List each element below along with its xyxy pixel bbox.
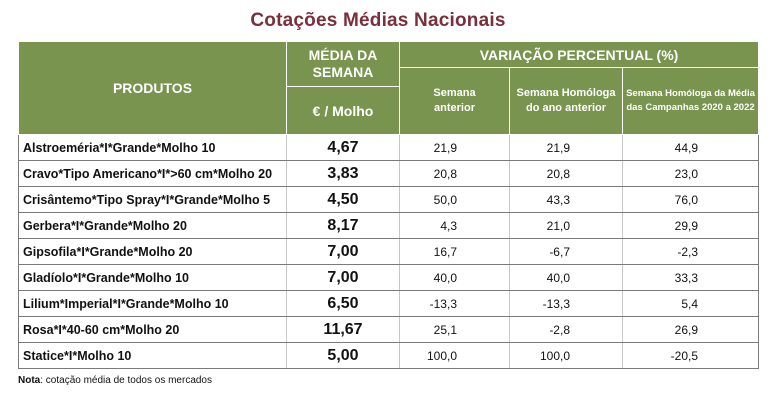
header-produtos: PRODUTOS [18,41,287,135]
price-cell: 7,00 [286,264,400,291]
var-homologa-media-cell: 33,3 [621,264,760,291]
var-semana-anterior-cell: 21,9 [399,134,510,161]
product-cell: Gladíolo*I*Grande*Molho 10 [18,264,287,291]
var-homologa-cell: 40,0 [509,264,623,291]
var-homologa-media-cell: 29,9 [621,212,760,239]
price-cell: 3,83 [286,160,400,187]
product-cell: Alstroeméria*I*Grande*Molho 10 [18,134,287,161]
var-semana-anterior-cell: 20,8 [399,160,510,187]
header-unit: € / Molho [286,86,400,135]
var-homologa-media-cell: 23,0 [621,160,760,187]
var-homologa-cell: 100,0 [509,342,623,369]
product-cell: Rosa*I*40-60 cm*Molho 20 [18,316,287,343]
price-cell: 4,50 [286,186,400,213]
var-homologa-media-cell: 5,4 [621,290,760,317]
var-semana-anterior-cell: -13,3 [399,290,510,317]
var-homologa-media-cell: 26,9 [621,316,760,343]
var-homologa-cell: 21,9 [509,134,623,161]
product-cell: Gerbera*I*Grande*Molho 20 [18,212,287,239]
price-cell: 5,00 [286,342,400,369]
header-semana-homologa: Semana Homóloga do ano anterior [509,67,623,135]
table-row: Alstroeméria*I*Grande*Molho 10 4,67 21,9 21… [18,134,760,161]
price-cell: 4,67 [286,134,400,161]
price-cell: 6,50 [286,290,400,317]
table-row: Cravo*Tipo Americano*I*>60 cm*Molho 20 3,… [18,160,760,187]
table-row: Gladíolo*I*Grande*Molho 10 7,00 40,0 40,0 33… [18,264,760,291]
var-homologa-cell: 21,0 [509,212,623,239]
var-homologa-media-cell: 76,0 [621,186,760,213]
var-homologa-cell: -13,3 [509,290,623,317]
prices-table: PRODUTOS MÉDIA DA SEMANA VARIAÇÃO PERCEN… [18,41,760,369]
header-variacao: VARIAÇÃO PERCENTUAL (%) [398,41,760,68]
var-semana-anterior-cell: 16,7 [399,238,510,265]
header-semana-homologa-media: Semana Homóloga da Média das Campanhas 2… [621,67,760,135]
product-cell: Statice*I*Molho 10 [18,342,287,369]
table-body: Alstroeméria*I*Grande*Molho 10 4,67 21,9 21… [18,134,760,369]
var-homologa-cell: -2,8 [509,316,623,343]
table-row: Gerbera*I*Grande*Molho 20 8,17 4,3 21,0 29,9 [18,212,760,239]
var-homologa-cell: 20,8 [509,160,623,187]
product-cell: Cravo*Tipo Americano*I*>60 cm*Molho 20 [18,160,287,187]
header-semana-anterior: Semana anterior [399,67,510,135]
price-cell: 11,67 [286,316,400,343]
product-cell: Gipsofila*I*Grande*Molho 20 [18,238,287,265]
var-semana-anterior-cell: 100,0 [399,342,510,369]
table-row: Lilium*Imperial*I*Grande*Molho 10 6,50 -13… [18,290,760,317]
table-row: Rosa*I*40-60 cm*Molho 20 11,67 25,1 -2,8 26,… [18,316,760,343]
product-cell: Crisântemo*Tipo Spray*I*Grande*Molho 5 [18,186,287,213]
var-semana-anterior-cell: 50,0 [399,186,510,213]
product-cell: Lilium*Imperial*I*Grande*Molho 10 [18,290,287,317]
var-homologa-media-cell: -2,3 [621,238,760,265]
table-row: Crisântemo*Tipo Spray*I*Grande*Molho 5 4,… [18,186,760,213]
table-row: Gipsofila*I*Grande*Molho 20 7,00 16,7 -6,7-… [18,238,760,265]
price-cell: 7,00 [286,238,400,265]
var-homologa-cell: 43,3 [509,186,623,213]
footnote: Nota: cotação média de todos os mercados [18,375,212,386]
var-homologa-media-cell: 44,9 [621,134,760,161]
price-cell: 8,17 [286,212,400,239]
var-semana-anterior-cell: 40,0 [399,264,510,291]
var-homologa-media-cell: -20,5 [621,342,760,369]
var-homologa-cell: -6,7 [509,238,623,265]
header-media-semana: MÉDIA DA SEMANA [286,41,400,87]
table-row: Statice*I*Molho 10 5,00 100,0 100,0 -20,5 [18,342,760,369]
var-semana-anterior-cell: 25,1 [399,316,510,343]
var-semana-anterior-cell: 4,3 [399,212,510,239]
page-title: Cotações Médias Nacionais [250,10,506,31]
